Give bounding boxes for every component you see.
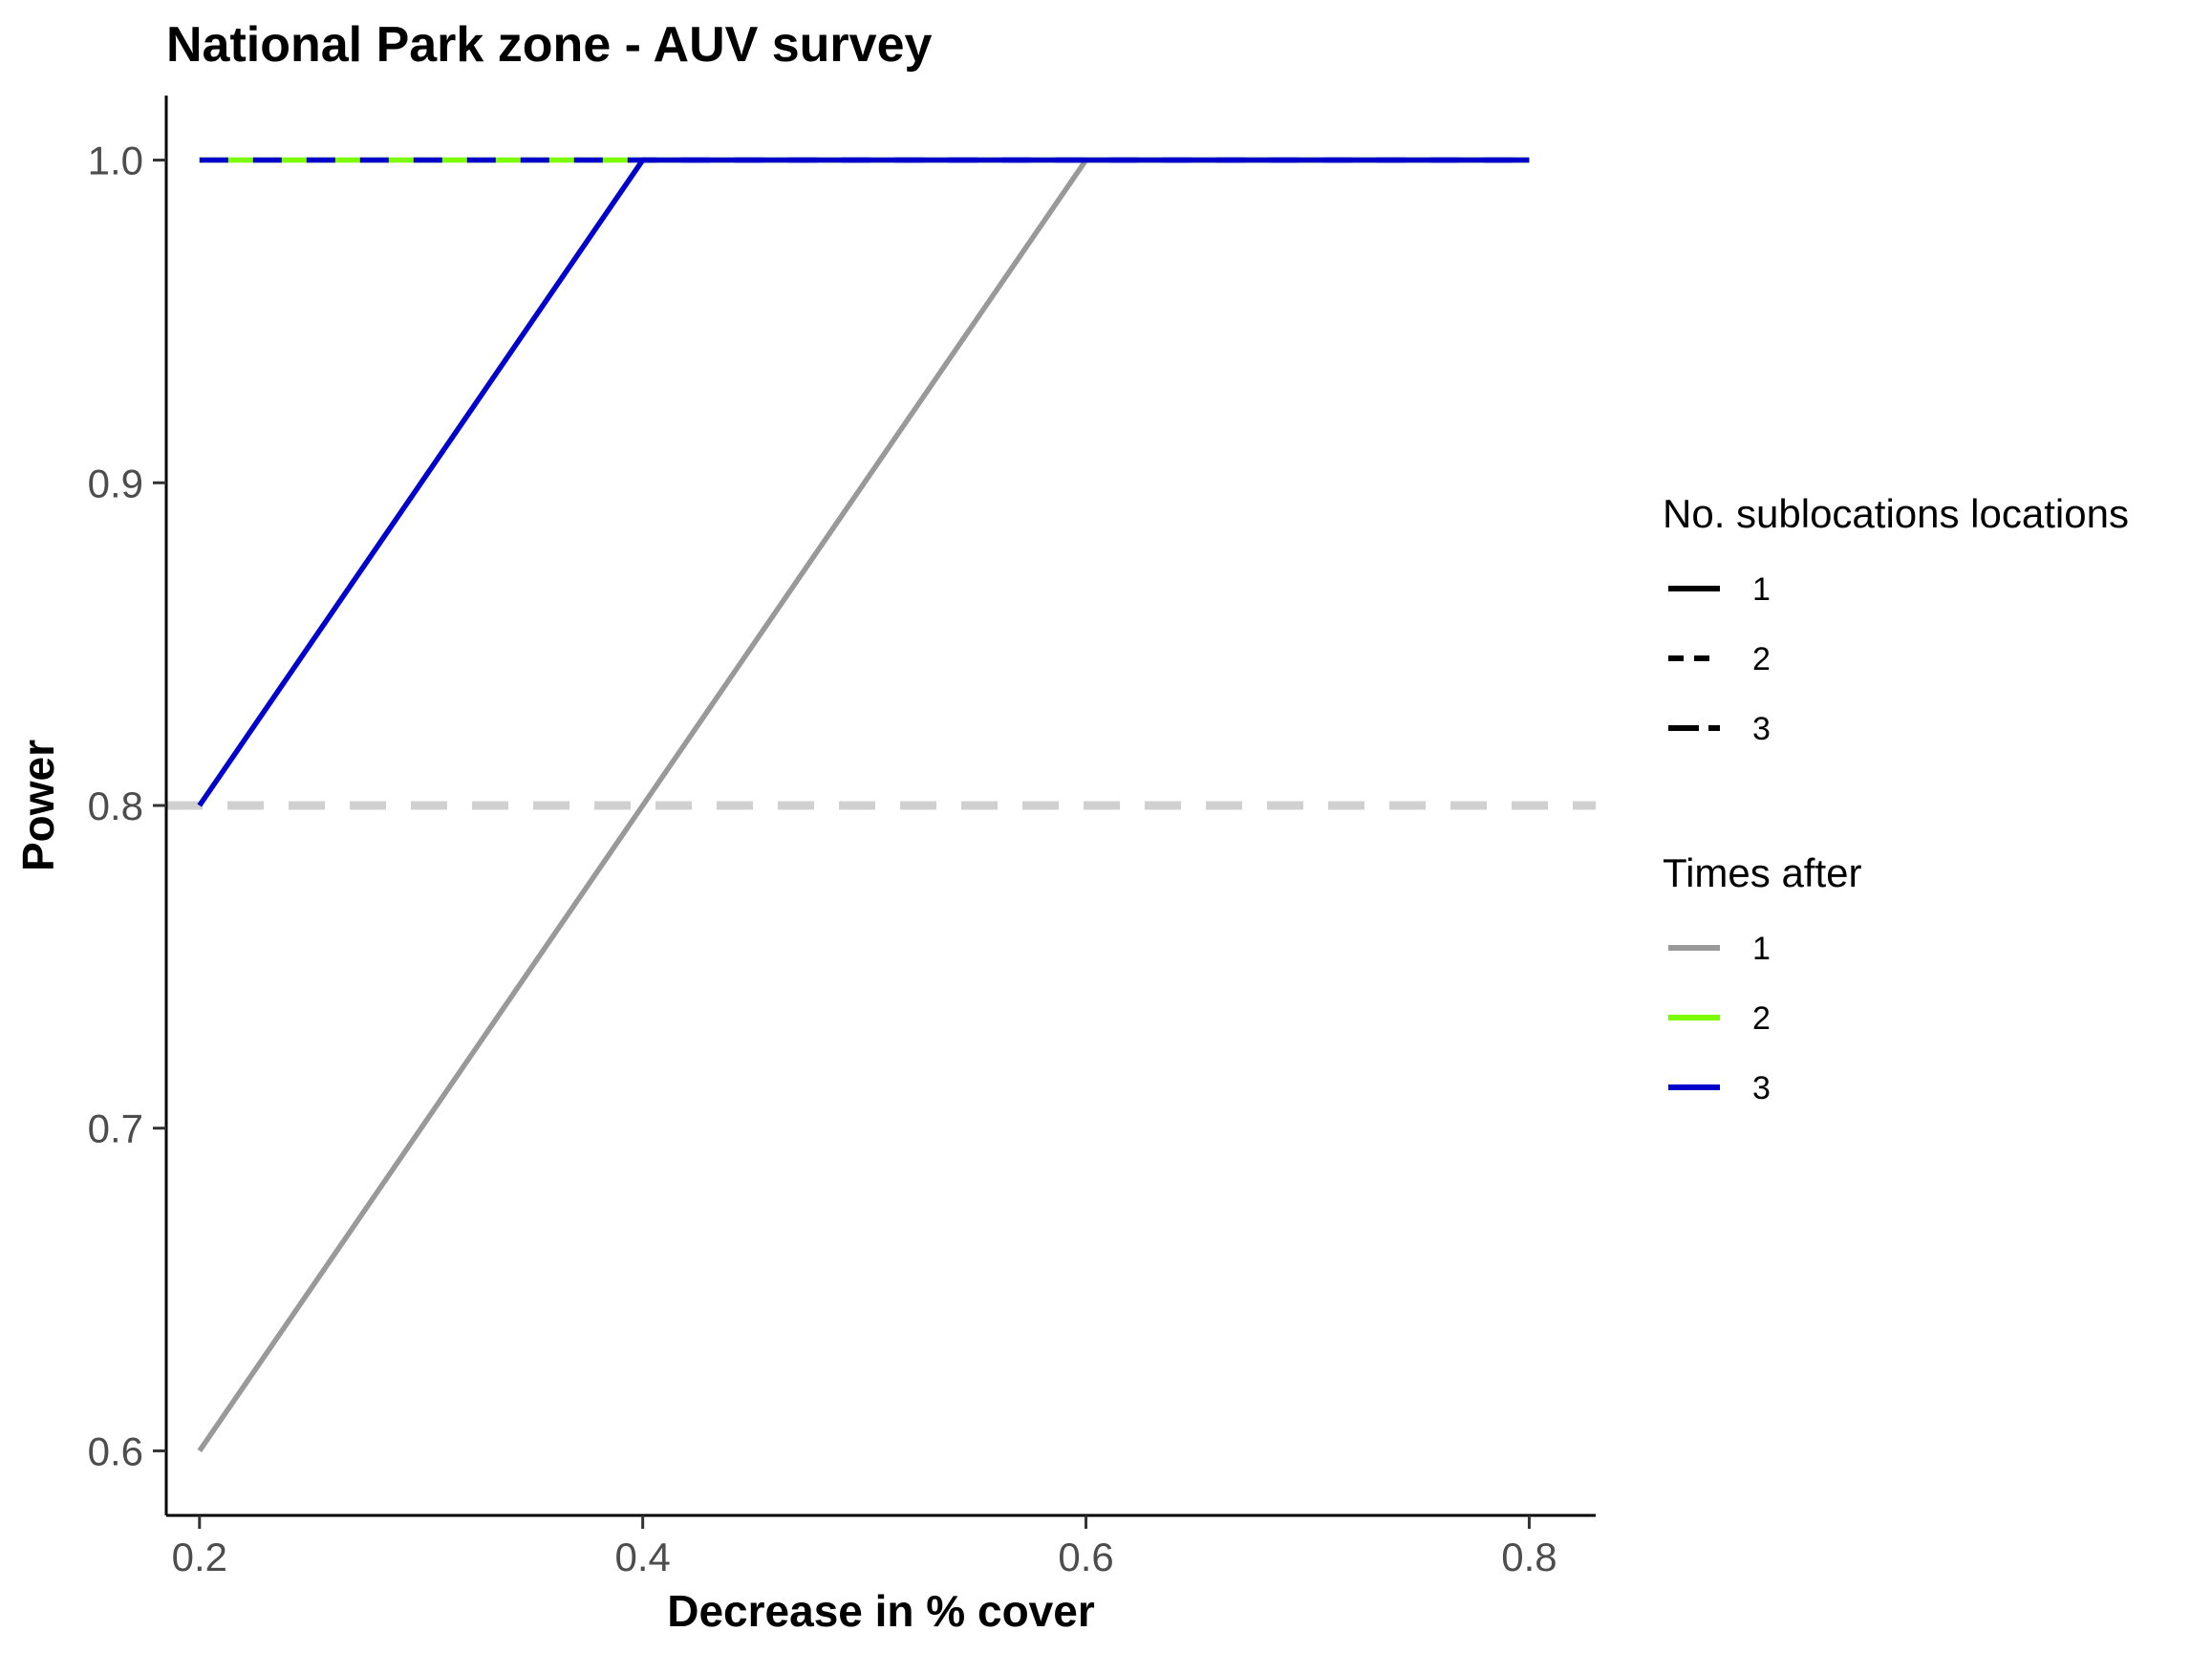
x-tick-label: 0.4 bbox=[614, 1535, 670, 1579]
chart-title: National Park zone - AUV survey bbox=[166, 17, 933, 73]
y-tick-label: 0.6 bbox=[88, 1428, 143, 1473]
legend-label: 3 bbox=[1752, 711, 1771, 747]
x-tick-label: 0.8 bbox=[1501, 1535, 1557, 1579]
y-tick-label: 1.0 bbox=[88, 139, 143, 183]
legend: No. sublocations locations 1 2 3 Times after… bbox=[1663, 491, 2129, 1106]
legend-label: 2 bbox=[1752, 641, 1771, 677]
legend-label: 3 bbox=[1752, 1070, 1771, 1106]
y-axis-ticks: 0.6 0.7 0.8 0.9 1.0 bbox=[88, 139, 166, 1473]
y-tick-label: 0.9 bbox=[88, 461, 143, 505]
legend-label: 1 bbox=[1752, 931, 1771, 967]
x-axis-title: Decrease in % cover bbox=[667, 1586, 1095, 1636]
y-tick-label: 0.7 bbox=[88, 1106, 143, 1151]
legend-title: Times after bbox=[1663, 850, 1861, 895]
legend-label: 2 bbox=[1752, 1000, 1771, 1037]
plot-area bbox=[166, 157, 1596, 1453]
legend-title: No. sublocations locations bbox=[1663, 491, 2129, 536]
x-axis-ticks: 0.2 0.4 0.6 0.8 bbox=[172, 1515, 1557, 1579]
series-line-times-3-sub-1 bbox=[197, 157, 1530, 807]
x-tick-label: 0.6 bbox=[1058, 1535, 1113, 1579]
legend-label: 1 bbox=[1752, 571, 1771, 608]
y-tick-label: 0.8 bbox=[88, 784, 143, 828]
y-axis-title: Power bbox=[13, 740, 63, 871]
x-tick-label: 0.2 bbox=[172, 1535, 227, 1579]
